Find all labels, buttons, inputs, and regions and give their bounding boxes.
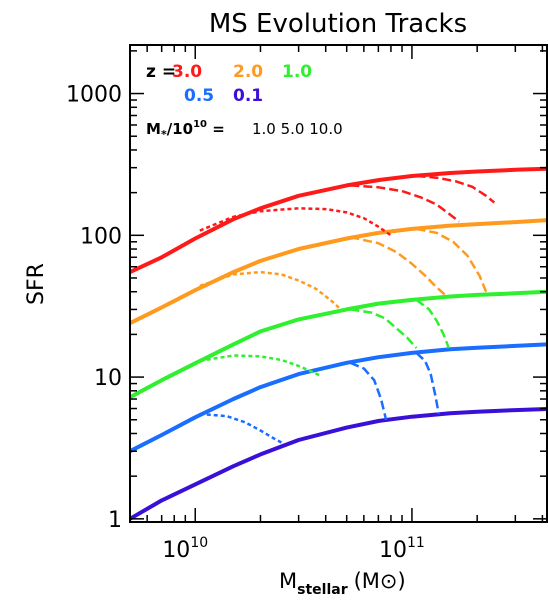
- series-line-z2.0-dashed: [350, 235, 448, 298]
- x-tick-exp: 10: [190, 535, 208, 551]
- x-label-sub: stellar: [297, 582, 348, 598]
- series-line-z0.5-dashed: [349, 361, 388, 421]
- x-label-sun: ⊙: [380, 569, 398, 593]
- series-line-z1.0-dashed: [415, 298, 450, 349]
- series-line-z2.0-solid: [129, 218, 548, 325]
- legend-mass-exp: 10: [193, 119, 207, 130]
- x-tick-base: 10: [162, 538, 190, 563]
- x-tick-label: 1010: [162, 535, 208, 563]
- svg-text:z = 3.0 2.0: z = 3.0 2.0 1.0: [146, 62, 312, 82]
- series-line-z1.0-dashed: [350, 308, 418, 349]
- series-line-z0.5-solid: [129, 342, 548, 453]
- legend: z = 3.0 2.0 1.0 0.5 0.1 M*/1010 = 1.0 5.0…: [146, 62, 343, 141]
- legend-mass-values: 1.0 5.0 10.0: [252, 120, 343, 138]
- legend-mass-sub: *: [161, 128, 167, 141]
- x-tick-exp: 11: [407, 535, 425, 551]
- x-tick-base: 10: [379, 538, 407, 563]
- x-tick-label: 1011: [379, 535, 425, 563]
- x-label-main: M: [279, 569, 297, 593]
- legend-z-0.1: 0.1: [233, 86, 263, 106]
- legend-z-0.5: 0.5: [184, 86, 214, 106]
- legend-mass-main: M: [146, 120, 161, 138]
- legend-mass-rest: /10: [167, 120, 193, 138]
- plot-frame: [129, 44, 548, 523]
- svg-text:M*/1010 =1.0 5.0 10.0: M*/1010 = 1.0 5.0 10.0: [146, 119, 343, 141]
- legend-z-prefix: z =: [146, 62, 176, 82]
- y-tick-label: 1000: [66, 83, 122, 108]
- series-line-z2.0-dotted: [199, 270, 342, 311]
- x-label-close: ): [398, 569, 406, 593]
- series-line-z0.5-dotted: [199, 412, 284, 445]
- svg-text:Mstellar(M⊙): Mstellar (M⊙): [279, 569, 406, 598]
- x-label-unit: (M: [354, 569, 380, 593]
- series-line-z3.0-solid: [129, 166, 548, 274]
- y-axis-label: SFR: [24, 263, 49, 305]
- y-tick-label: 1: [108, 508, 122, 533]
- y-tick-label: 100: [80, 224, 122, 249]
- legend-z-1.0: 1.0: [282, 62, 312, 82]
- x-axis-label: Mstellar (M⊙): [279, 569, 406, 598]
- y-tick-label: 10: [94, 366, 122, 391]
- chart-title: MS Evolution Tracks: [209, 9, 467, 39]
- svg-text:0.5 0.1: 0.5 0.1: [184, 86, 263, 106]
- series-line-z0.5-dashed: [415, 351, 441, 415]
- series-line-z2.0-dashed: [416, 227, 488, 293]
- plot-lines: [128, 166, 548, 521]
- series-line-z3.0-dashed: [416, 174, 496, 204]
- series-line-z3.0-dotted: [199, 207, 392, 237]
- series-line-z3.0-dashed: [350, 184, 460, 223]
- legend-z-2.0: 2.0: [233, 62, 263, 82]
- legend-z-3.0: 3.0: [172, 62, 202, 82]
- legend-mass-eq: =: [207, 120, 225, 138]
- series-line-z1.0-solid: [129, 289, 548, 400]
- series-line-z0.1-solid: [128, 407, 548, 521]
